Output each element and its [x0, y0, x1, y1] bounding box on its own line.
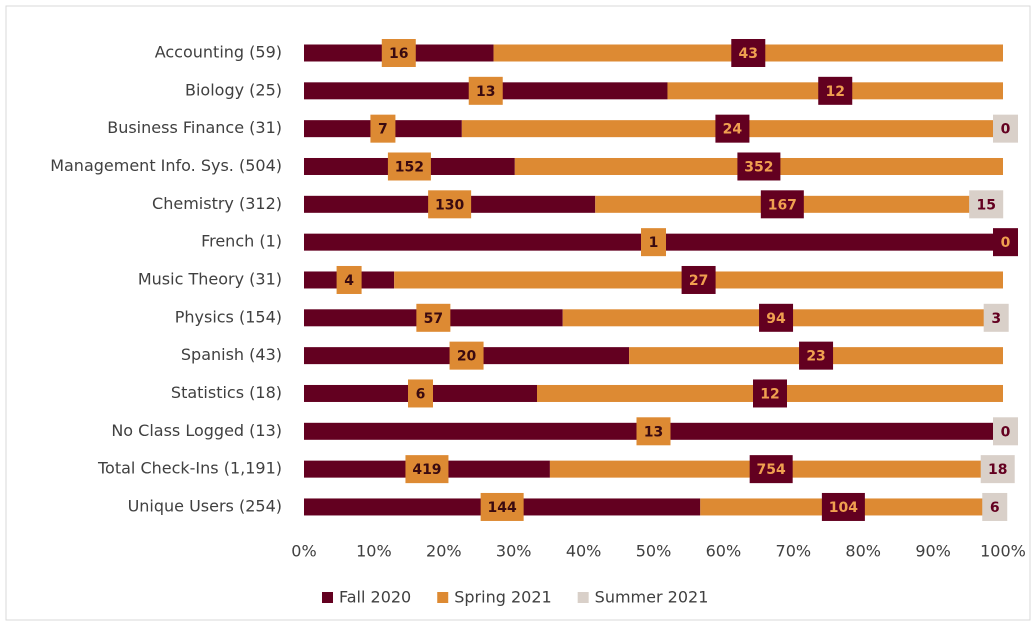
- value-label-box: [753, 379, 787, 408]
- value-label: 16: [389, 46, 408, 62]
- value-label: 419: [412, 462, 441, 478]
- value-label-box: [993, 114, 1018, 143]
- value-label-box: [480, 492, 524, 521]
- chart-frame: [5, 5, 1031, 621]
- value-label-box: [416, 303, 451, 332]
- x-tick-label: 10%: [356, 542, 392, 561]
- x-tick-label: 80%: [845, 542, 881, 561]
- value-label: 104: [829, 500, 858, 516]
- legend-swatch: [577, 592, 589, 603]
- x-tick-label: 50%: [636, 542, 672, 561]
- x-tick-label: 60%: [706, 542, 742, 561]
- category-label: Accounting (59): [155, 43, 282, 62]
- value-label: 1: [649, 235, 659, 251]
- value-label: 4: [344, 273, 354, 289]
- value-label-box: [428, 190, 472, 219]
- value-label-box: [405, 455, 449, 484]
- value-label: 24: [723, 122, 743, 138]
- x-tick-label: 0%: [291, 542, 316, 561]
- value-label-box: [749, 455, 793, 484]
- value-label: 0: [1001, 122, 1011, 138]
- category-label: Biology (25): [185, 80, 282, 99]
- value-label-box: [993, 417, 1018, 446]
- category-label: Business Finance (31): [107, 118, 282, 137]
- value-label-box: [468, 76, 503, 105]
- value-label: 754: [757, 462, 786, 478]
- value-label: 0: [1001, 235, 1011, 251]
- value-label-box: [641, 228, 666, 257]
- value-label: 57: [424, 311, 443, 327]
- category-label: Statistics (18): [171, 383, 282, 402]
- value-label: 12: [825, 84, 844, 100]
- value-label: 43: [739, 46, 758, 62]
- legend-swatch: [322, 592, 333, 603]
- value-label: 152: [395, 159, 424, 175]
- value-label-box: [737, 152, 781, 181]
- legend-label: Fall 2020: [339, 588, 411, 607]
- value-label-box: [381, 39, 416, 67]
- value-label-box: [821, 492, 865, 521]
- value-label-box: [759, 303, 794, 332]
- value-label-box: [993, 228, 1018, 257]
- value-label-box: [681, 265, 716, 294]
- x-tick-label: 90%: [915, 542, 951, 561]
- value-label-box: [336, 265, 362, 294]
- value-label-box: [760, 190, 804, 219]
- x-tick-label: 40%: [566, 542, 602, 561]
- category-label: Total Check-Ins (1,191): [97, 459, 282, 478]
- x-tick-label: 30%: [496, 542, 532, 561]
- category-label: Unique Users (254): [128, 496, 282, 515]
- value-label: 23: [806, 349, 825, 365]
- category-label: Chemistry (312): [152, 194, 282, 213]
- value-label-box: [636, 417, 671, 446]
- value-label-box: [449, 341, 484, 370]
- value-label-box: [731, 39, 766, 67]
- value-label-box: [818, 76, 853, 105]
- value-label: 18: [988, 462, 1007, 478]
- value-label-box: [983, 303, 1009, 332]
- value-label-box: [969, 190, 1004, 219]
- category-label: Management Info. Sys. (504): [50, 156, 282, 175]
- category-label: No Class Logged (13): [111, 421, 282, 440]
- value-label: 15: [976, 197, 995, 213]
- value-label: 130: [435, 197, 464, 213]
- legend-label: Spring 2021: [454, 588, 551, 607]
- value-label: 144: [488, 500, 517, 516]
- category-label: Spanish (43): [181, 345, 282, 364]
- value-label-box: [982, 492, 1008, 521]
- value-label-box: [980, 455, 1015, 484]
- x-tick-label: 20%: [426, 542, 462, 561]
- value-label: 13: [644, 424, 663, 440]
- legend-swatch: [437, 592, 449, 603]
- value-label: 94: [766, 311, 786, 327]
- value-label: 3: [991, 311, 1001, 327]
- value-label-box: [387, 152, 431, 181]
- value-label: 6: [416, 386, 426, 402]
- value-label: 352: [744, 159, 773, 175]
- category-label: French (1): [201, 232, 282, 251]
- category-label: Music Theory (31): [138, 269, 282, 288]
- value-label-box: [370, 114, 396, 143]
- value-label: 0: [1001, 424, 1011, 440]
- value-label: 6: [990, 500, 1000, 516]
- value-label: 7: [378, 122, 388, 138]
- value-label: 27: [689, 273, 708, 289]
- value-label: 167: [768, 197, 797, 213]
- value-label: 12: [760, 386, 779, 402]
- legend-label: Summer 2021: [595, 588, 709, 607]
- x-tick-label: 100%: [980, 542, 1026, 561]
- value-label: 20: [457, 349, 477, 365]
- value-label-box: [408, 379, 433, 408]
- category-label: Physics (154): [175, 307, 282, 326]
- value-label-box: [715, 114, 750, 143]
- value-label: 13: [476, 84, 495, 100]
- x-tick-label: 70%: [776, 542, 812, 561]
- value-label-box: [799, 341, 834, 370]
